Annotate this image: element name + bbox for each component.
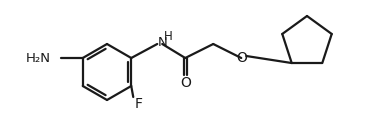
Text: O: O [180, 76, 191, 90]
Text: O: O [236, 51, 247, 65]
Text: H₂N: H₂N [26, 52, 51, 64]
Text: H: H [164, 30, 173, 44]
Text: F: F [134, 97, 142, 111]
Text: N: N [158, 37, 168, 49]
